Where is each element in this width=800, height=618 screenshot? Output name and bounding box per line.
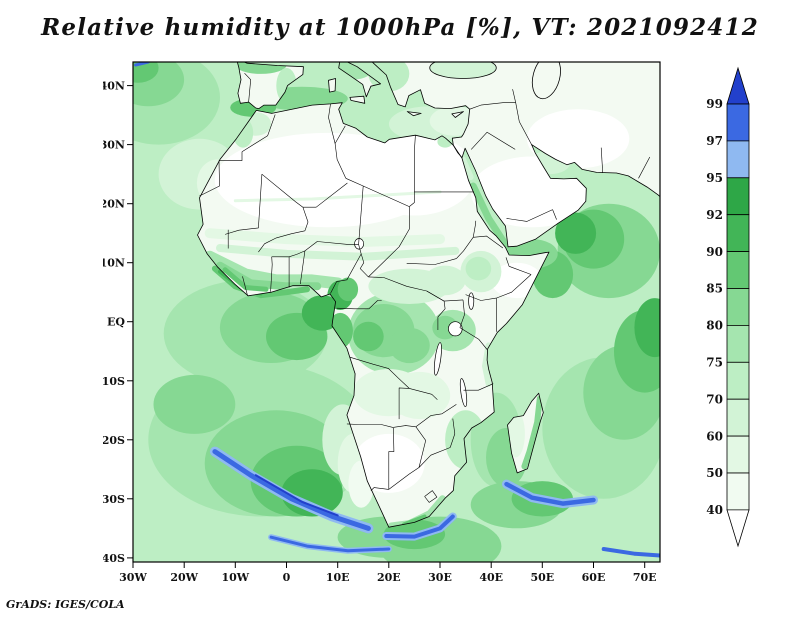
colorbar-segment: [726, 324, 750, 363]
colorbar-segment: [726, 251, 750, 289]
y-tick-label: EQ: [107, 316, 125, 329]
y-tick-label: 30N: [103, 139, 125, 152]
x-tick-label: 20E: [377, 571, 401, 584]
colorbar-level-label: 85: [706, 282, 723, 296]
x-tick-label: 30W: [119, 571, 147, 584]
x-tick-label: 70E: [633, 571, 657, 584]
colorbar-level-label: 75: [706, 356, 723, 370]
y-tick-label: 30S: [103, 493, 125, 506]
x-tick-label: 50E: [530, 571, 554, 584]
colorbar-level-label: 80: [706, 319, 723, 333]
colorbar-segment: [726, 398, 750, 437]
x-tick-label: 10W: [221, 571, 249, 584]
colorbar-segment: [726, 103, 750, 142]
plot-title: Relative humidity at 1000hPa [%], VT: 20…: [41, 14, 759, 41]
colorbar-level-label: 60: [706, 429, 723, 443]
colorbar-segment: [726, 288, 750, 326]
colorbar-segment: [726, 435, 750, 474]
x-tick-label: 60E: [582, 571, 606, 584]
colorbar-level-label: 40: [706, 503, 723, 517]
y-tick-label: 10S: [103, 375, 125, 388]
x-tick-label: 20W: [170, 571, 198, 584]
y-tick-label: 10N: [103, 257, 125, 270]
colorbar-level-label: 70: [706, 392, 723, 406]
y-tick-label: 20N: [103, 198, 125, 211]
colorbar-level-label: 50: [706, 466, 723, 480]
x-tick-label: 0: [283, 571, 291, 584]
colorbar-level-label: 97: [706, 134, 723, 148]
colorbar-segment: [726, 214, 750, 252]
colorbar-arrow-top: [726, 66, 750, 105]
x-tick-label: 40E: [479, 571, 503, 584]
x-tick-label: 30E: [428, 571, 452, 584]
colorbar-arrow-bottom: [726, 509, 750, 548]
colorbar-level-label: 99: [706, 97, 723, 111]
map-shaded-field: [133, 62, 660, 562]
colorbar-segment: [726, 361, 750, 400]
grads-credit: GrADS: IGES/COLA: [6, 598, 125, 611]
y-tick-label: 40N: [103, 80, 125, 93]
plot-frame: [132, 61, 661, 563]
x-tick-label: 10E: [326, 571, 350, 584]
colorbar-level-label: 92: [706, 208, 723, 222]
humidity-map: 40N 30N 20N 10N EQ 10S 20S 30S 40S 30W 2…: [103, 61, 661, 584]
y-tick-label: 20S: [103, 434, 125, 447]
colorbar-level-label: 90: [706, 245, 723, 259]
y-tick-label: 40S: [103, 552, 125, 565]
colorbar-segment: [726, 472, 750, 511]
colorbar: 99 97 95 92 90 85 80 75 70 60 50 40: [706, 66, 750, 548]
colorbar-segment: [726, 177, 750, 216]
colorbar-level-label: 95: [706, 171, 723, 185]
map-axes: 40N 30N 20N 10N EQ 10S 20S 30S 40S 30W 2…: [103, 80, 657, 584]
colorbar-segment: [726, 140, 750, 179]
